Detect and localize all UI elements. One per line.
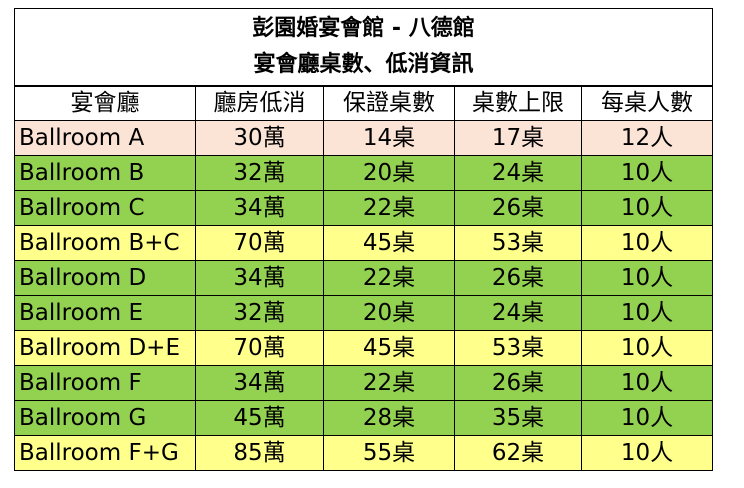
column-header-row: 宴會廳 廳房低消 保證桌數 桌數上限 每桌人數 [14,85,713,121]
guaranteed-tables-cell: 22桌 [323,190,455,226]
table-title: 彭園婚宴會館 - 八德館 宴會廳桌數、低消資訊 [14,8,713,87]
min-spend-cell: 34萬 [195,190,324,226]
table-row: Ballroom D+E 70萬 45桌 53桌 10人 [14,330,713,366]
min-spend-cell: 34萬 [195,365,324,401]
max-tables-cell: 26桌 [454,260,582,296]
min-spend-cell: 70萬 [195,330,324,366]
min-spend-cell: 45萬 [195,400,324,436]
ballroom-name-cell: Ballroom D+E [14,330,196,366]
table-row: Ballroom F 34萬 22桌 26桌 10人 [14,365,713,401]
guests-per-table-cell: 10人 [581,295,713,331]
max-tables-cell: 17桌 [454,120,582,156]
min-spend-cell: 32萬 [195,155,324,191]
guests-per-table-cell: 10人 [581,155,713,191]
guests-per-table-cell: 10人 [581,400,713,436]
guaranteed-tables-cell: 45桌 [323,330,455,366]
ballroom-name-cell: Ballroom D [14,260,196,296]
column-header-guaranteed-tables: 保證桌數 [323,85,455,121]
table-body: Ballroom A 30萬 14桌 17桌 12人 Ballroom B 32萬 20桌 24… [14,120,713,471]
ballroom-name-cell: Ballroom B [14,155,196,191]
min-spend-cell: 34萬 [195,260,324,296]
table-row: Ballroom G 45萬 28桌 35桌 10人 [14,400,713,436]
ballroom-name-cell: Ballroom G [14,400,196,436]
min-spend-cell: 32萬 [195,295,324,331]
guests-per-table-cell: 10人 [581,225,713,261]
guests-per-table-cell: 10人 [581,435,713,471]
guaranteed-tables-cell: 45桌 [323,225,455,261]
guaranteed-tables-cell: 20桌 [323,295,455,331]
guaranteed-tables-cell: 28桌 [323,400,455,436]
max-tables-cell: 24桌 [454,295,582,331]
table-row: Ballroom B+C 70萬 45桌 53桌 10人 [14,225,713,261]
guests-per-table-cell: 12人 [581,120,713,156]
ballroom-info-table: 彭園婚宴會館 - 八德館 宴會廳桌數、低消資訊 宴會廳 廳房低消 保證桌數 桌數… [14,8,713,471]
table-row: Ballroom F+G 85萬 55桌 62桌 10人 [14,435,713,471]
guaranteed-tables-cell: 22桌 [323,365,455,401]
guests-per-table-cell: 10人 [581,190,713,226]
guests-per-table-cell: 10人 [581,330,713,366]
ballroom-name-cell: Ballroom B+C [14,225,196,261]
max-tables-cell: 26桌 [454,190,582,226]
ballroom-name-cell: Ballroom F+G [14,435,196,471]
max-tables-cell: 62桌 [454,435,582,471]
column-header-min-spend: 廳房低消 [195,85,324,121]
guaranteed-tables-cell: 20桌 [323,155,455,191]
guaranteed-tables-cell: 14桌 [323,120,455,156]
max-tables-cell: 53桌 [454,330,582,366]
column-header-max-tables: 桌數上限 [454,85,582,121]
ballroom-name-cell: Ballroom C [14,190,196,226]
max-tables-cell: 24桌 [454,155,582,191]
min-spend-cell: 85萬 [195,435,324,471]
ballroom-name-cell: Ballroom E [14,295,196,331]
table-row: Ballroom E 32萬 20桌 24桌 10人 [14,295,713,331]
guests-per-table-cell: 10人 [581,260,713,296]
table-row: Ballroom A 30萬 14桌 17桌 12人 [14,120,713,156]
table-row: Ballroom C 34萬 22桌 26桌 10人 [14,190,713,226]
max-tables-cell: 53桌 [454,225,582,261]
guests-per-table-cell: 10人 [581,365,713,401]
column-header-ballroom: 宴會廳 [14,85,196,121]
max-tables-cell: 35桌 [454,400,582,436]
column-header-guests-per-table: 每桌人數 [581,85,713,121]
guaranteed-tables-cell: 55桌 [323,435,455,471]
min-spend-cell: 30萬 [195,120,324,156]
table-row: Ballroom B 32萬 20桌 24桌 10人 [14,155,713,191]
guaranteed-tables-cell: 22桌 [323,260,455,296]
title-line-1: 彭園婚宴會館 - 八德館 [252,16,475,41]
max-tables-cell: 26桌 [454,365,582,401]
table-row: Ballroom D 34萬 22桌 26桌 10人 [14,260,713,296]
ballroom-name-cell: Ballroom F [14,365,196,401]
ballroom-name-cell: Ballroom A [14,120,196,156]
min-spend-cell: 70萬 [195,225,324,261]
title-line-2: 宴會廳桌數、低消資訊 [253,52,474,77]
